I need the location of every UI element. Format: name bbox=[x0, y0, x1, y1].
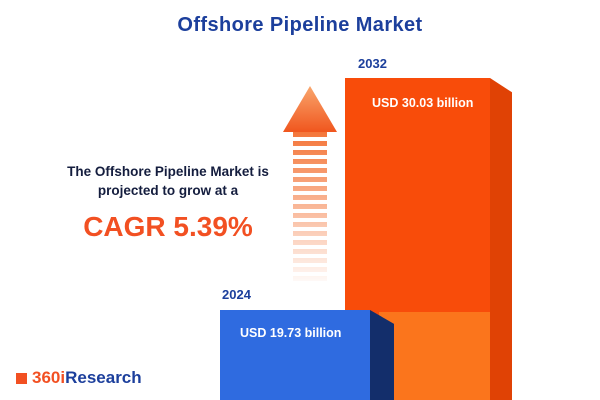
bar-2032-highlight bbox=[379, 312, 490, 400]
annotation-line-1: The Offshore Pipeline Market is bbox=[67, 164, 269, 179]
bar-2032-category-label: 2032 bbox=[358, 56, 387, 71]
bar-2032-value-label: USD 30.03 billion bbox=[372, 96, 474, 110]
annotation: The Offshore Pipeline Market is projecte… bbox=[26, 163, 310, 243]
bar-2024-front-face bbox=[220, 310, 370, 400]
arrow-fade-overlay bbox=[283, 132, 337, 288]
logo-text-research: Research bbox=[65, 368, 142, 387]
annotation-line-2: projected to grow at a bbox=[97, 182, 239, 198]
cagr-value: CAGR 5.39% bbox=[83, 210, 253, 242]
bar-2032-side-face bbox=[490, 78, 512, 400]
bar-2024-side-face bbox=[370, 310, 394, 400]
growth-arrow-icon bbox=[283, 86, 337, 288]
arrow-head-icon bbox=[283, 86, 337, 132]
logo-text-360i: 360i bbox=[32, 368, 66, 387]
bar-2024-value-label: USD 19.73 billion bbox=[240, 326, 342, 340]
bar-2024: USD 19.73 billion bbox=[220, 310, 394, 400]
chart-title: Offshore Pipeline Market bbox=[177, 14, 423, 36]
logo-square-icon bbox=[16, 372, 27, 384]
logo: 360i Research bbox=[16, 368, 142, 388]
bar-2024-category-label: 2024 bbox=[222, 287, 251, 302]
